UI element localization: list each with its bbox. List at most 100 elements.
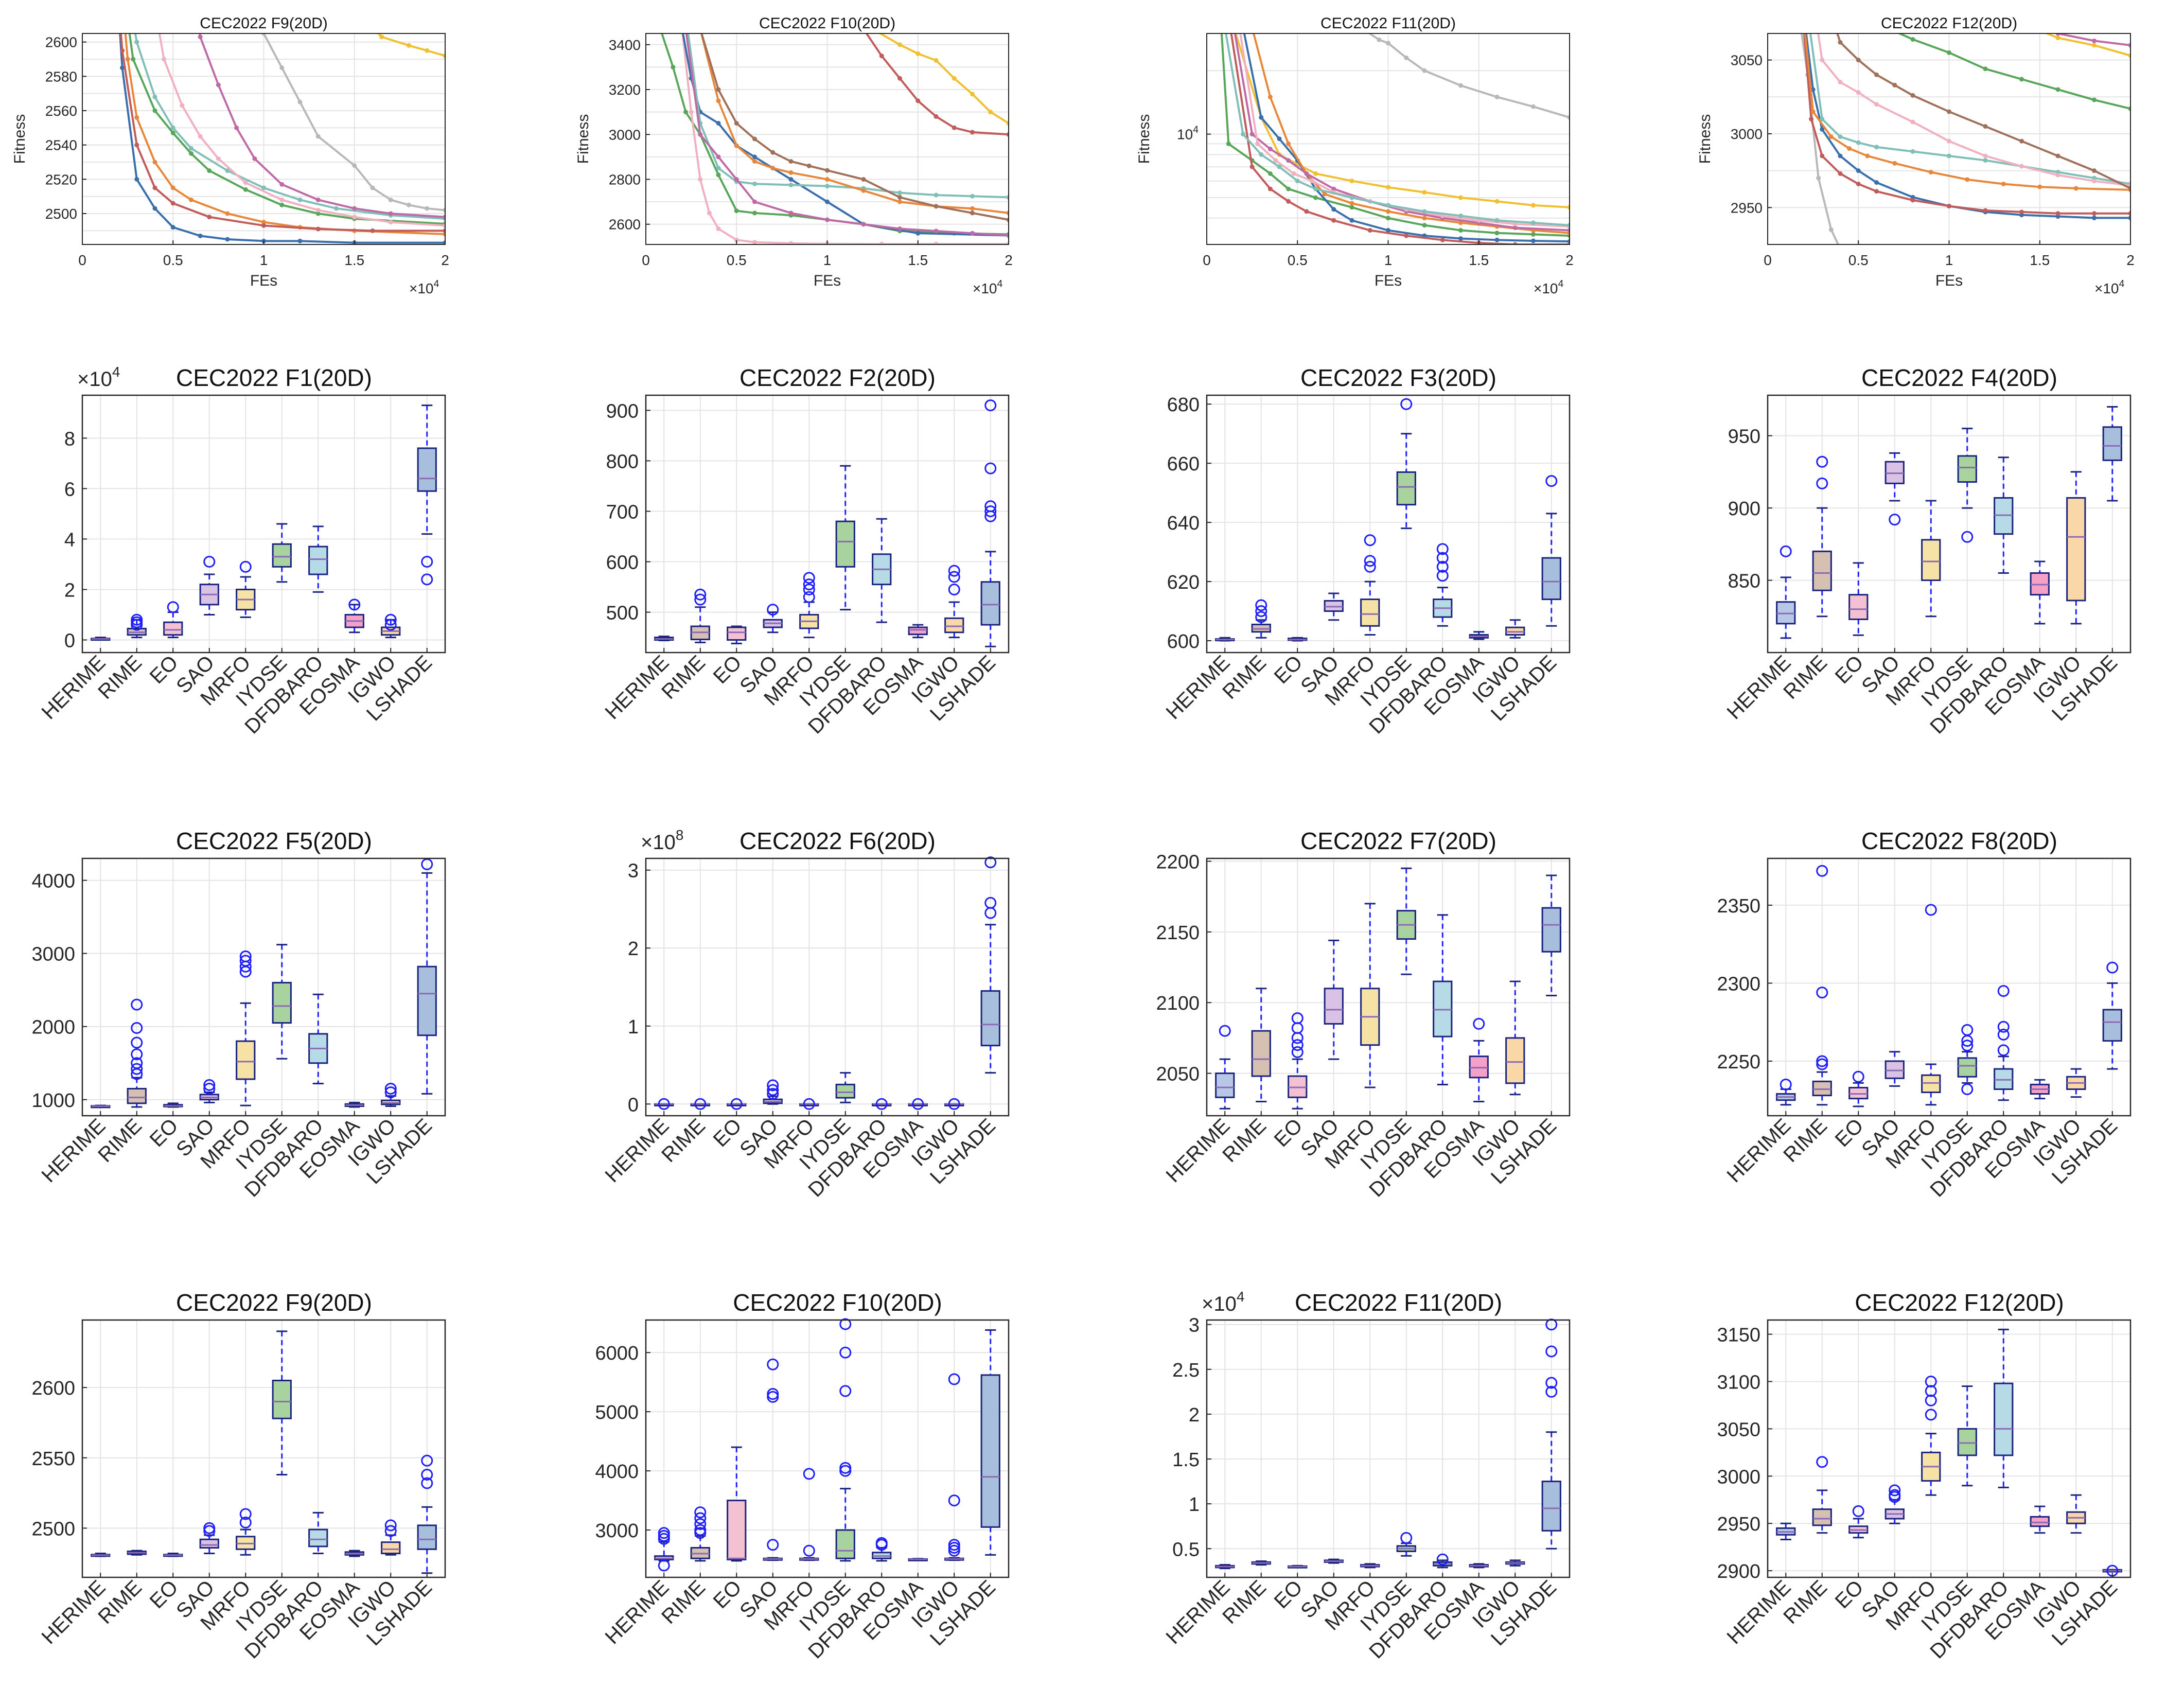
series-marker-iydse bbox=[1910, 37, 1915, 42]
series-marker-rime bbox=[243, 180, 248, 185]
outlier-igwo bbox=[384, 1086, 397, 1099]
series-line-lshade bbox=[1804, 33, 2130, 191]
series-marker-lshade bbox=[1386, 209, 1390, 214]
axes-box bbox=[645, 394, 1010, 654]
y-tick-label: 2500 bbox=[45, 206, 77, 222]
outlier-lshade bbox=[984, 500, 997, 513]
series-marker-dfdbaro bbox=[2092, 43, 2097, 48]
series-marker-sao bbox=[1377, 37, 1382, 42]
series-marker-rime bbox=[1273, 158, 1278, 163]
y-tick-label: 800 bbox=[606, 451, 639, 472]
outlier-mrfo bbox=[1925, 1385, 1937, 1397]
series-marker-sao bbox=[443, 207, 445, 213]
series-marker-eo bbox=[934, 114, 939, 119]
series-marker-lshade bbox=[970, 206, 975, 211]
boxplot-b6: 0123HERIMERIMEEOSAOMRFOIYDSEDFDBAROEOSMA… bbox=[601, 827, 1010, 1202]
box-lshade bbox=[1541, 907, 1561, 953]
series-line-eosma bbox=[199, 33, 445, 218]
series-marker-mrfo bbox=[1241, 132, 1245, 137]
y-tick-label: 2540 bbox=[45, 137, 77, 153]
outlier-rime bbox=[694, 1524, 707, 1536]
y-tick-label: 3200 bbox=[609, 82, 641, 98]
series-marker-lshade bbox=[1828, 134, 1834, 139]
series-marker-mrfo bbox=[225, 168, 230, 173]
series-marker-eo bbox=[1567, 242, 1570, 244]
y-tick-label: 1.5 bbox=[1172, 1449, 1200, 1471]
series-marker-dfdbaro_b bbox=[1892, 82, 1897, 87]
box-dfdbaro bbox=[308, 546, 328, 575]
box-eosma bbox=[2030, 1516, 2050, 1527]
series-marker-rime bbox=[1006, 241, 1009, 244]
series-marker-iydse bbox=[1531, 232, 1536, 237]
x-tick-label: 0 bbox=[642, 252, 650, 268]
series-marker-dfdbaro_b bbox=[734, 120, 739, 126]
series-marker-herime bbox=[1856, 168, 1861, 173]
x-tick-label: 2 bbox=[2126, 252, 2135, 268]
series-marker-lshade bbox=[1286, 141, 1291, 146]
outlier-iydse bbox=[1961, 1024, 1974, 1036]
y-tick-label: 2950 bbox=[1731, 200, 1763, 216]
box-lshade bbox=[417, 965, 437, 1036]
series-marker-lshade bbox=[825, 177, 830, 182]
series-marker-iydse bbox=[1313, 195, 1318, 200]
y-axis-label: Fitness bbox=[1136, 114, 1153, 164]
series-marker-rime bbox=[707, 210, 712, 216]
series-marker-eosma bbox=[716, 154, 721, 160]
series-marker-dfdbaro bbox=[2128, 53, 2130, 58]
outlier-herime bbox=[658, 1530, 670, 1542]
series-marker-eo bbox=[1512, 242, 1518, 244]
series-marker-dfdbaro_b bbox=[716, 87, 721, 92]
boxplot-b4: 850900950HERIMERIMEEOSAOMRFOIYDSEDFDBARO… bbox=[1722, 364, 2132, 738]
series-marker-herime bbox=[170, 225, 175, 230]
series-marker-mrfo bbox=[1820, 116, 1825, 121]
x-axis-label: FEs bbox=[250, 272, 277, 289]
x-axis-label: FEs bbox=[1935, 272, 1963, 289]
series-marker-dfdbaro_b bbox=[825, 168, 830, 173]
outlier-dfdbaro bbox=[1997, 1044, 2010, 1057]
series-marker-dfdbaro bbox=[1313, 171, 1318, 176]
outlier-mrfo bbox=[803, 591, 815, 603]
series-marker-sao bbox=[297, 99, 303, 104]
series-marker-iydse bbox=[1458, 228, 1463, 233]
chart-title: CEC2022 F10(20D) bbox=[759, 15, 895, 32]
box-rime bbox=[127, 1087, 147, 1104]
series-marker-rime bbox=[1838, 80, 1843, 85]
chart-title: CEC2022 F12(20D) bbox=[1881, 15, 2017, 32]
y-tick-label: 3 bbox=[1189, 1315, 1200, 1336]
series-marker-lshade bbox=[261, 220, 266, 225]
series-line-eosma bbox=[2054, 33, 2130, 46]
series-marker-mrfo bbox=[1259, 152, 1264, 157]
series-marker-lshade bbox=[2073, 186, 2079, 191]
outlier-rime bbox=[131, 613, 143, 626]
series-marker-rime bbox=[1291, 171, 1296, 176]
outlier-mrfo bbox=[1925, 1394, 1937, 1406]
series-marker-herime bbox=[1259, 115, 1264, 120]
series-marker-lshade bbox=[1458, 220, 1463, 225]
y-tick-label: 1 bbox=[1189, 1494, 1200, 1516]
series-marker-lshade bbox=[1810, 109, 1816, 114]
outlier-iydse bbox=[839, 1462, 852, 1474]
y-tick-label: 680 bbox=[1167, 394, 1200, 416]
y-tick-label: 2 bbox=[64, 579, 75, 601]
series-marker-eosma bbox=[861, 222, 866, 227]
chart-title: CEC2022 F8(20D) bbox=[1861, 828, 2057, 854]
series-marker-mrfo bbox=[1494, 218, 1500, 223]
outlier-mrfo bbox=[803, 583, 815, 595]
series-marker-mrfo bbox=[334, 206, 339, 211]
series-marker-mrfo bbox=[1006, 195, 1009, 200]
series-marker-eosma bbox=[216, 82, 221, 87]
series-marker-iydse bbox=[2019, 77, 2024, 82]
series-marker-dfdbaro_b bbox=[2019, 138, 2024, 144]
box-igwo bbox=[381, 1541, 401, 1555]
outlier-mrfo bbox=[803, 1544, 815, 1557]
y-tick-label: 4 bbox=[64, 529, 75, 551]
series-marker-mrfo bbox=[752, 181, 757, 186]
series-marker-eosma bbox=[252, 156, 257, 161]
series-marker-dfdbaro bbox=[1349, 179, 1354, 184]
x-exponent-label: ×104 bbox=[2094, 278, 2125, 296]
series-marker-sao bbox=[1494, 94, 1500, 99]
outlier-iydse bbox=[1961, 1040, 1974, 1052]
series-marker-eosma bbox=[1567, 228, 1570, 233]
y-tick-label: 640 bbox=[1167, 513, 1200, 534]
series-marker-rime bbox=[279, 197, 285, 202]
